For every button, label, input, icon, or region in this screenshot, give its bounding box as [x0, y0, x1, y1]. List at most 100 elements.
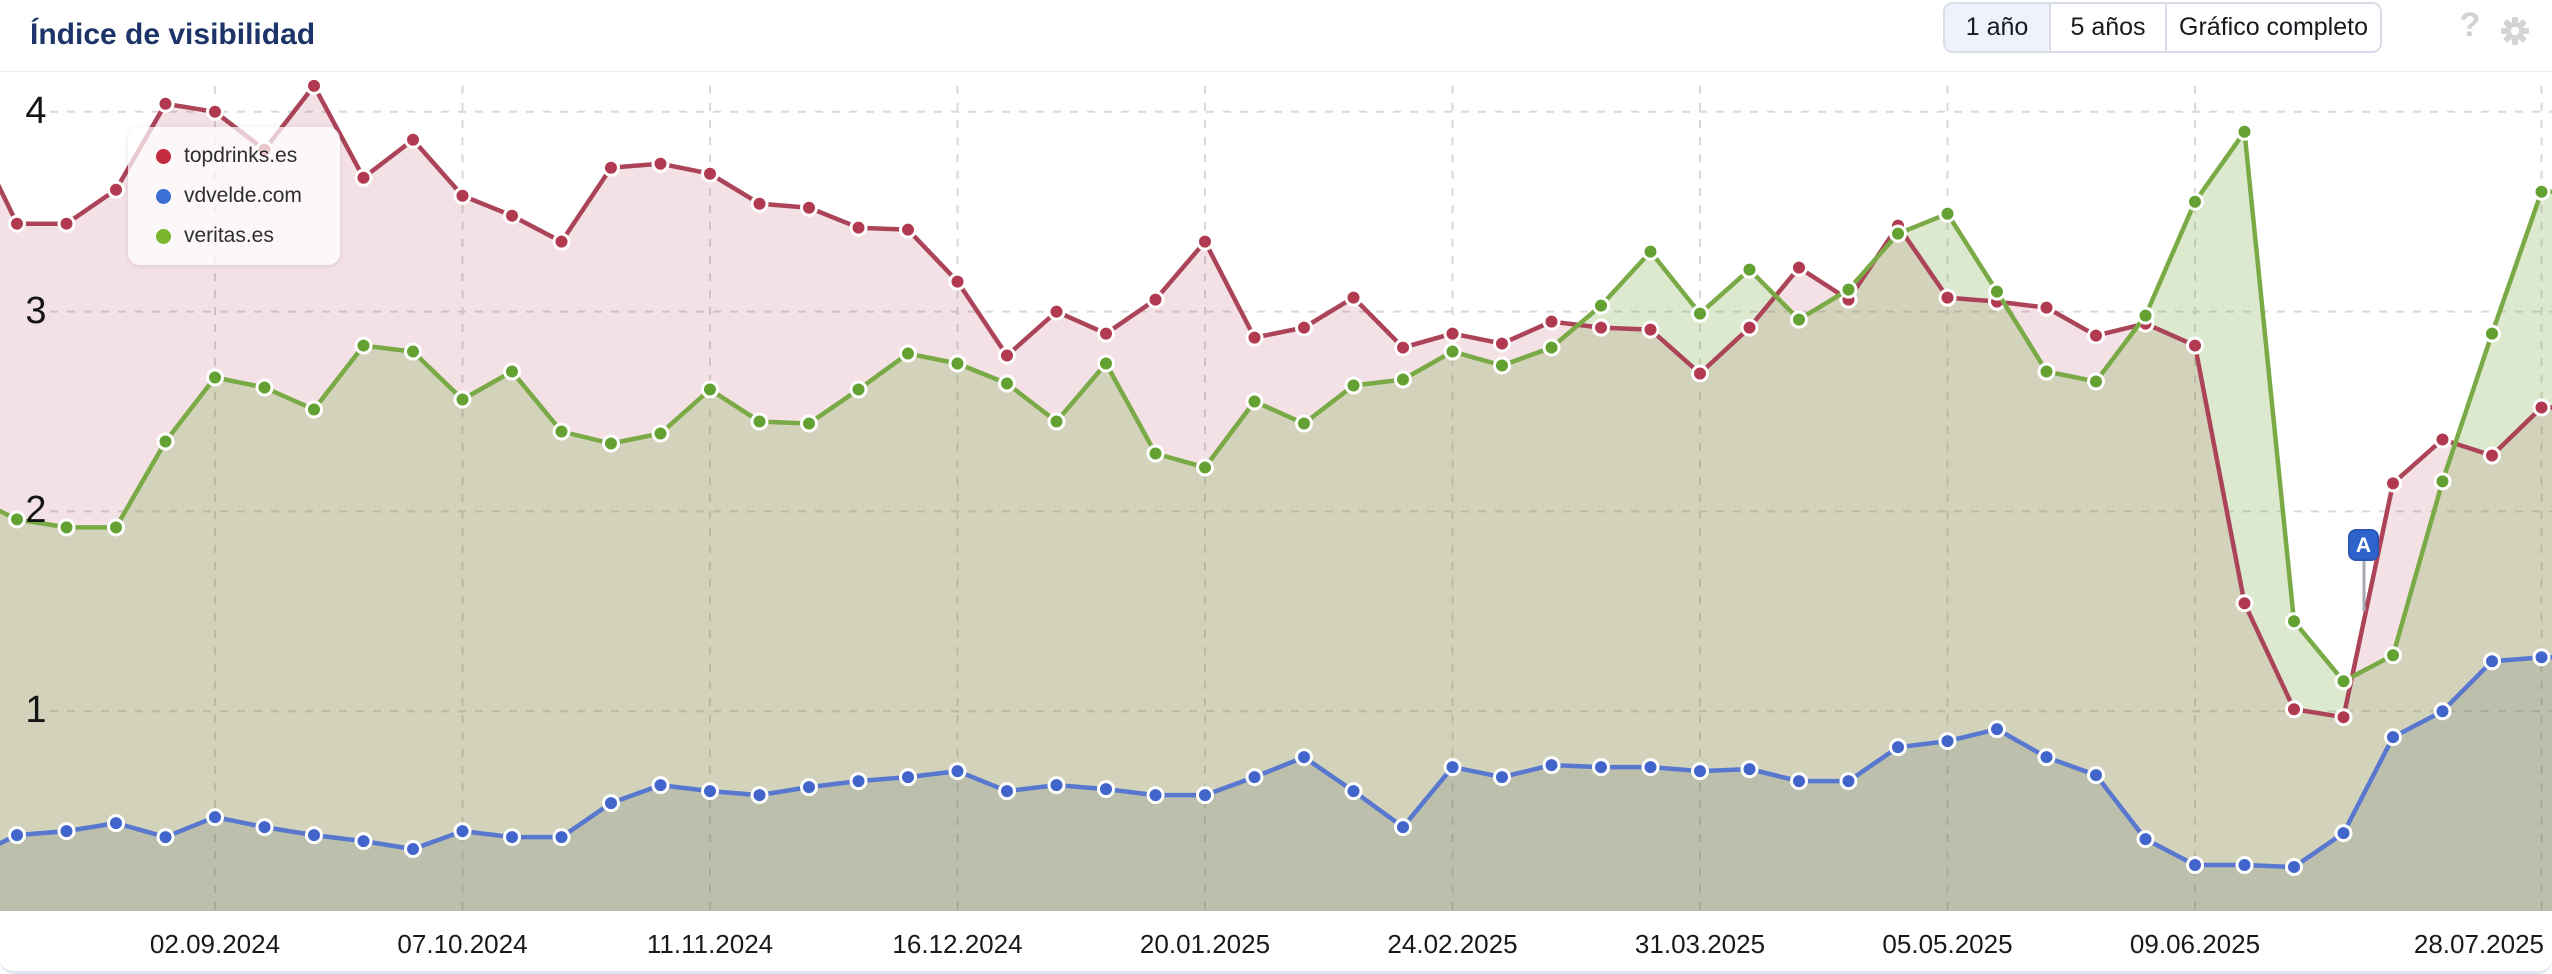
- point-vdvelde.com[interactable]: [2334, 824, 2353, 843]
- point-veritas.es[interactable]: [948, 354, 967, 373]
- point-veritas.es[interactable]: [899, 344, 917, 363]
- point-vdvelde.com[interactable]: [1839, 772, 1858, 791]
- point-vdvelde.com[interactable]: [1443, 758, 1462, 777]
- point-veritas.es[interactable]: [2433, 472, 2452, 491]
- point-veritas.es[interactable]: [206, 368, 224, 387]
- point-vdvelde.com[interactable]: [1344, 782, 1363, 801]
- point-vdvelde.com[interactable]: [57, 822, 76, 841]
- point-veritas.es[interactable]: [1889, 224, 1907, 243]
- point-veritas.es[interactable]: [651, 424, 670, 443]
- point-topdrinks.es[interactable]: [2235, 594, 2254, 613]
- point-veritas.es[interactable]: [8, 510, 26, 529]
- point-topdrinks.es[interactable]: [998, 346, 1016, 365]
- point-vdvelde.com[interactable]: [602, 794, 620, 813]
- point-topdrinks.es[interactable]: [2433, 430, 2452, 449]
- point-topdrinks.es[interactable]: [2384, 474, 2402, 493]
- point-vdvelde.com[interactable]: [1889, 738, 1907, 757]
- point-veritas.es[interactable]: [1592, 296, 1610, 315]
- point-vdvelde.com[interactable]: [2285, 858, 2303, 877]
- point-veritas.es[interactable]: [2136, 306, 2155, 325]
- point-vdvelde.com[interactable]: [2186, 856, 2204, 875]
- point-veritas.es[interactable]: [1542, 338, 1561, 357]
- point-veritas.es[interactable]: [1493, 356, 1511, 375]
- point-topdrinks.es[interactable]: [503, 206, 521, 225]
- point-topdrinks.es[interactable]: [2285, 700, 2303, 719]
- point-vdvelde.com[interactable]: [1641, 758, 1660, 777]
- point-topdrinks.es[interactable]: [305, 76, 323, 95]
- point-topdrinks.es[interactable]: [602, 158, 620, 177]
- point-topdrinks.es[interactable]: [651, 154, 670, 173]
- point-veritas.es[interactable]: [701, 380, 719, 399]
- point-vdvelde.com[interactable]: [8, 826, 26, 845]
- point-veritas.es[interactable]: [1245, 392, 1264, 411]
- help-icon[interactable]: ?: [2459, 6, 2481, 44]
- point-topdrinks.es[interactable]: [1443, 324, 1462, 343]
- point-topdrinks.es[interactable]: [107, 180, 125, 199]
- point-veritas.es[interactable]: [2186, 192, 2204, 211]
- point-vdvelde.com[interactable]: [2532, 648, 2551, 667]
- point-topdrinks.es[interactable]: [1295, 318, 1313, 337]
- point-veritas.es[interactable]: [2384, 646, 2402, 665]
- point-veritas.es[interactable]: [1394, 370, 1412, 389]
- point-topdrinks.es[interactable]: [354, 168, 373, 187]
- point-veritas.es[interactable]: [1641, 242, 1660, 261]
- point-vdvelde.com[interactable]: [948, 762, 967, 781]
- point-topdrinks.es[interactable]: [2087, 326, 2105, 345]
- point-veritas.es[interactable]: [1146, 444, 1165, 463]
- point-vdvelde.com[interactable]: [2384, 728, 2402, 747]
- point-vdvelde.com[interactable]: [156, 828, 175, 847]
- point-veritas.es[interactable]: [2087, 372, 2105, 391]
- point-vdvelde.com[interactable]: [1938, 732, 1957, 751]
- point-topdrinks.es[interactable]: [1740, 318, 1759, 337]
- point-topdrinks.es[interactable]: [701, 164, 719, 183]
- point-topdrinks.es[interactable]: [1196, 232, 1214, 251]
- point-topdrinks.es[interactable]: [1245, 328, 1264, 347]
- point-topdrinks.es[interactable]: [1691, 364, 1709, 383]
- point-vdvelde.com[interactable]: [503, 828, 521, 847]
- point-topdrinks.es[interactable]: [800, 198, 818, 217]
- point-veritas.es[interactable]: [354, 336, 373, 355]
- point-veritas.es[interactable]: [57, 518, 76, 537]
- point-vdvelde.com[interactable]: [2136, 830, 2155, 849]
- point-veritas.es[interactable]: [1295, 414, 1313, 433]
- point-vdvelde.com[interactable]: [404, 840, 422, 859]
- point-topdrinks.es[interactable]: [2483, 446, 2501, 465]
- point-veritas.es[interactable]: [1938, 204, 1957, 223]
- point-veritas.es[interactable]: [1691, 304, 1709, 323]
- point-topdrinks.es[interactable]: [1641, 320, 1660, 339]
- point-topdrinks.es[interactable]: [1097, 324, 1115, 343]
- point-vdvelde.com[interactable]: [1790, 772, 1808, 791]
- point-veritas.es[interactable]: [2532, 182, 2551, 201]
- point-topdrinks.es[interactable]: [453, 186, 472, 205]
- point-vdvelde.com[interactable]: [750, 786, 769, 805]
- point-veritas.es[interactable]: [1839, 280, 1858, 299]
- point-vdvelde.com[interactable]: [2087, 766, 2105, 785]
- point-topdrinks.es[interactable]: [849, 218, 868, 237]
- point-vdvelde.com[interactable]: [453, 822, 472, 841]
- point-vdvelde.com[interactable]: [1047, 776, 1066, 795]
- point-veritas.es[interactable]: [1344, 376, 1363, 395]
- point-vdvelde.com[interactable]: [1196, 786, 1214, 805]
- point-vdvelde.com[interactable]: [305, 826, 323, 845]
- point-veritas.es[interactable]: [1196, 458, 1214, 477]
- point-vdvelde.com[interactable]: [2483, 652, 2501, 671]
- point-topdrinks.es[interactable]: [57, 214, 76, 233]
- point-veritas.es[interactable]: [107, 518, 125, 537]
- point-veritas.es[interactable]: [2334, 672, 2353, 691]
- point-veritas.es[interactable]: [305, 400, 323, 419]
- point-veritas.es[interactable]: [255, 378, 274, 397]
- point-vdvelde.com[interactable]: [1493, 768, 1511, 787]
- point-topdrinks.es[interactable]: [1394, 338, 1412, 357]
- event-marker-A[interactable]: A: [2348, 529, 2379, 561]
- point-veritas.es[interactable]: [503, 362, 521, 381]
- point-topdrinks.es[interactable]: [1344, 288, 1363, 307]
- point-veritas.es[interactable]: [404, 342, 422, 361]
- point-topdrinks.es[interactable]: [206, 102, 224, 121]
- point-topdrinks.es[interactable]: [1938, 288, 1957, 307]
- gear-icon[interactable]: [2498, 14, 2532, 48]
- point-topdrinks.es[interactable]: [1146, 290, 1165, 309]
- point-topdrinks.es[interactable]: [1592, 318, 1610, 337]
- point-vdvelde.com[interactable]: [1245, 768, 1264, 787]
- range-button-full-chart[interactable]: Gráfico completo: [2167, 4, 2380, 51]
- point-topdrinks.es[interactable]: [552, 232, 571, 251]
